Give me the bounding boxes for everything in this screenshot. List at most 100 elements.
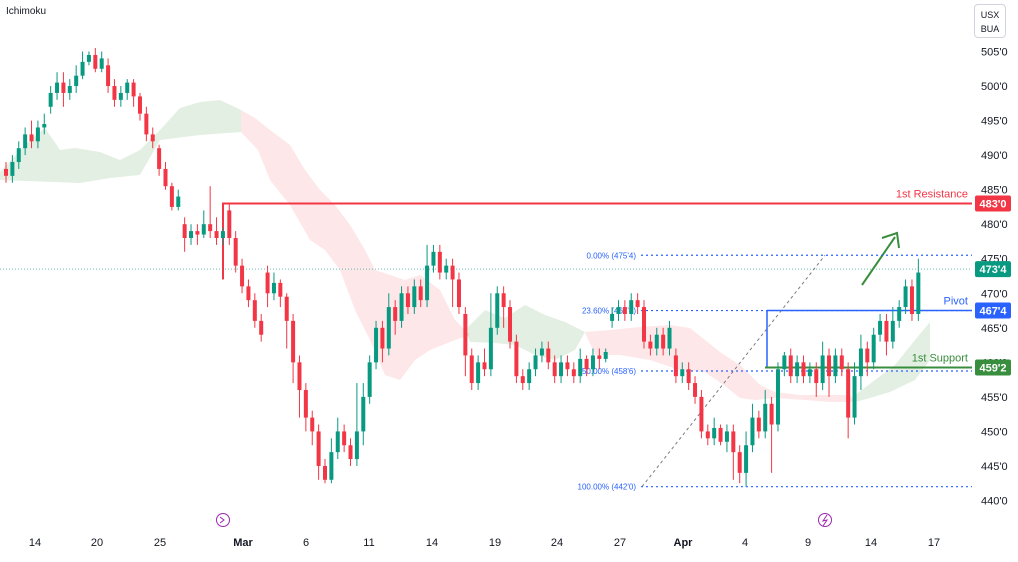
candle-body <box>150 134 155 142</box>
candle-down <box>112 79 117 107</box>
candle-body <box>265 272 270 294</box>
candle-up <box>795 355 800 384</box>
candle-body <box>603 351 608 359</box>
candle-body <box>469 355 474 384</box>
candle-down <box>4 162 8 183</box>
candle-body <box>871 334 876 363</box>
candle-down <box>106 58 111 93</box>
candle-down <box>182 217 187 252</box>
candle-down <box>278 279 283 308</box>
candle-body <box>846 369 851 418</box>
candle-up <box>48 86 53 114</box>
candle-body <box>622 307 627 314</box>
candle-body <box>795 362 800 377</box>
y-tick-label: 495'0 <box>981 116 1008 128</box>
candle-body <box>642 307 646 342</box>
candle-body <box>323 465 327 480</box>
candle-down <box>597 348 602 370</box>
lightning-bolt-icon <box>821 514 829 527</box>
candle-body <box>897 307 902 321</box>
candle-body <box>163 168 168 187</box>
candle-body <box>878 320 883 335</box>
candle-down <box>450 258 455 308</box>
candle-up <box>412 279 417 314</box>
candle-body <box>208 224 213 232</box>
candle-body <box>699 396 704 432</box>
candle-up <box>86 51 91 66</box>
pivot-price-tag-text: 467'4 <box>979 306 1007 318</box>
levels-layer: 1st Resistance Pivot 1st Support <box>0 188 972 369</box>
pivot-price-tag: 467'4 <box>975 302 1011 319</box>
pivot-label: Pivot <box>944 296 968 308</box>
candle-up <box>367 355 372 404</box>
candle-body <box>361 396 366 432</box>
candle-body <box>616 307 621 314</box>
candle-body <box>112 86 117 100</box>
candle-body <box>673 355 678 377</box>
candle-body <box>61 82 66 93</box>
candle-body <box>763 403 768 432</box>
candle-down <box>552 355 557 384</box>
candle-body <box>342 431 347 446</box>
candle-down <box>265 265 270 308</box>
candle-down <box>157 144 162 176</box>
x-tick-label: 9 <box>805 537 811 549</box>
candle-down <box>29 120 34 149</box>
candle-up <box>610 307 615 328</box>
candle-down <box>208 186 213 239</box>
candle-body <box>482 362 487 370</box>
candle-up <box>878 313 883 342</box>
candle-up <box>335 417 340 460</box>
candle-down <box>546 341 551 370</box>
candle-down <box>195 224 200 245</box>
candle-body <box>386 307 391 349</box>
currency-line-1: USX <box>980 10 1000 20</box>
candle-up <box>539 341 544 363</box>
cloud-segment <box>465 305 585 360</box>
candles-layer <box>4 48 921 487</box>
candle-up <box>354 383 359 466</box>
candle-body <box>495 293 500 328</box>
candle-body <box>55 82 60 93</box>
candle-up <box>220 227 225 245</box>
candle-up <box>559 355 564 384</box>
candle-down <box>246 279 251 308</box>
candle-up <box>125 79 130 100</box>
candle-body <box>144 113 149 135</box>
candle-body <box>93 54 98 69</box>
support-price-tag-text: 459'2 <box>979 363 1006 375</box>
candle-body <box>501 293 506 308</box>
candle-down <box>865 341 870 377</box>
candle-up <box>271 272 276 301</box>
candle-up <box>744 431 749 487</box>
candle-down <box>137 92 142 121</box>
candle-body <box>610 313 615 321</box>
candle-up <box>431 244 436 273</box>
cloud-segment <box>0 100 241 183</box>
candle-down <box>463 307 468 377</box>
candle-up <box>23 127 28 156</box>
candle-body <box>412 286 417 308</box>
candle-body <box>246 286 251 301</box>
candle-body <box>571 369 576 377</box>
fib-trend-line <box>641 254 826 487</box>
candle-body <box>629 300 634 314</box>
candle-body <box>527 369 532 384</box>
candle-body <box>737 452 742 473</box>
last-price-tag: 473'4 <box>975 261 1011 278</box>
candle-body <box>48 92 53 107</box>
candle-up <box>897 300 902 328</box>
candle-body <box>335 431 340 453</box>
candle-body <box>42 124 47 128</box>
support-label: 1st Support <box>912 353 968 365</box>
candle-down <box>769 396 774 473</box>
x-tick-label: 19 <box>489 537 501 549</box>
candle-down <box>456 272 461 314</box>
candle-body <box>106 65 111 87</box>
currency-selector[interactable]: USX BUA <box>974 4 1006 38</box>
y-tick-label: 470'0 <box>981 288 1008 300</box>
candle-body <box>884 320 889 342</box>
candle-down <box>437 244 442 280</box>
last-price-tag-bg <box>975 261 1011 278</box>
